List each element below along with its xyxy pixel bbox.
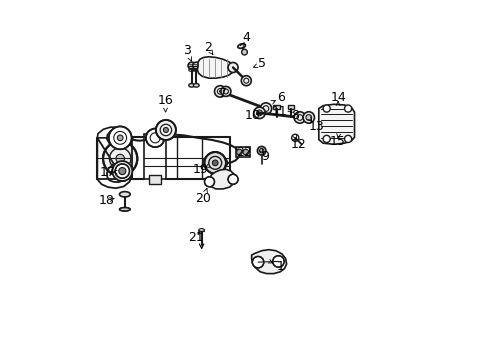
Polygon shape [97,127,132,148]
Text: 9: 9 [261,150,268,163]
Text: 5: 5 [257,57,265,71]
Polygon shape [197,57,233,78]
Ellipse shape [188,84,194,87]
Circle shape [208,157,221,169]
Bar [149,175,161,184]
Text: 8: 8 [291,109,299,122]
Bar [273,105,279,109]
Circle shape [156,120,176,140]
Circle shape [303,112,314,123]
Circle shape [212,160,218,166]
Circle shape [112,161,132,181]
Circle shape [212,160,218,166]
Ellipse shape [119,207,130,211]
Circle shape [344,135,351,143]
Circle shape [117,135,123,141]
Text: 2: 2 [203,41,212,54]
Bar [287,105,294,109]
Text: 16: 16 [157,94,173,107]
Circle shape [323,135,329,143]
Circle shape [305,114,311,120]
Circle shape [192,62,200,69]
Text: 18: 18 [98,194,114,207]
Text: 17: 17 [100,166,116,179]
Circle shape [241,76,251,86]
Circle shape [253,107,264,118]
Circle shape [204,177,214,187]
Text: 11: 11 [271,105,287,118]
Circle shape [163,127,168,132]
Ellipse shape [203,154,227,171]
Text: 10: 10 [244,109,261,122]
Circle shape [252,256,263,268]
Polygon shape [251,249,286,274]
Circle shape [119,167,125,175]
Bar [235,148,249,157]
Circle shape [243,149,248,155]
Polygon shape [207,169,235,189]
Circle shape [221,86,230,96]
Text: 12: 12 [289,139,305,152]
Text: 22: 22 [236,146,252,159]
Circle shape [115,164,129,178]
Circle shape [294,112,305,123]
Circle shape [214,86,225,97]
Circle shape [257,147,265,155]
Ellipse shape [193,84,199,87]
Ellipse shape [237,44,245,48]
Text: 21: 21 [188,231,203,244]
Circle shape [204,152,225,174]
Polygon shape [318,104,354,144]
Text: 7: 7 [219,87,226,100]
Text: 6: 6 [276,91,285,104]
Circle shape [204,152,225,174]
Ellipse shape [119,192,130,197]
Text: 3: 3 [183,44,190,57]
Circle shape [108,126,131,149]
Circle shape [227,63,238,72]
Circle shape [103,141,137,176]
Text: 13: 13 [308,120,324,133]
Text: 14: 14 [329,91,345,104]
Circle shape [241,49,247,55]
Ellipse shape [198,229,204,231]
Text: 1: 1 [276,260,284,273]
Circle shape [260,103,271,114]
Text: 4: 4 [242,31,250,44]
Circle shape [145,129,164,147]
Circle shape [323,105,329,112]
Circle shape [344,105,351,112]
Circle shape [116,154,124,163]
Circle shape [272,256,284,267]
Text: 19: 19 [193,163,208,176]
Circle shape [188,62,195,69]
Text: 20: 20 [195,192,210,205]
Circle shape [236,149,242,155]
Text: 15: 15 [329,135,345,148]
Circle shape [227,174,238,184]
